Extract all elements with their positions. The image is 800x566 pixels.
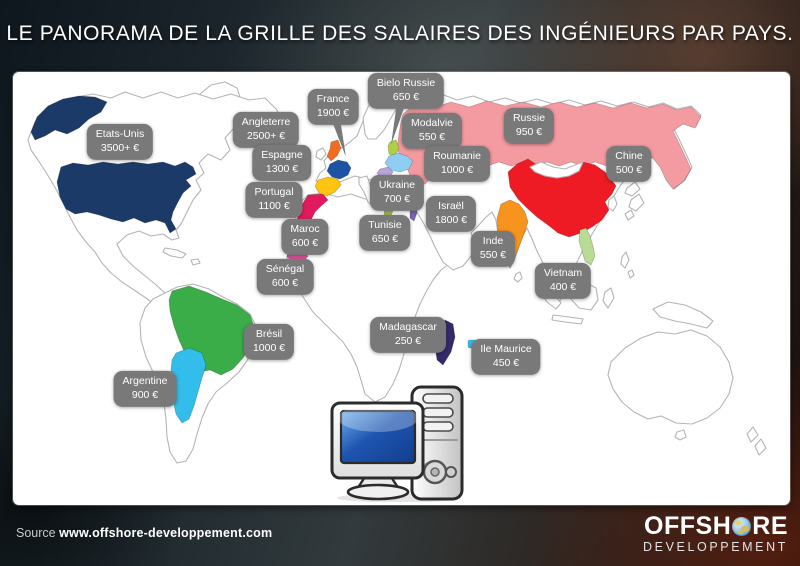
logo-wordmark: OFFSH RE [643, 514, 788, 539]
world-map [27, 81, 767, 464]
landmass-philippines-2 [627, 269, 635, 279]
country-madagascar [434, 319, 456, 366]
landmass-iceland [328, 103, 343, 114]
country-vietnam [578, 227, 596, 266]
tower-dial-small [445, 466, 457, 478]
landmass-tasmania [674, 429, 687, 441]
country-inde [496, 199, 529, 268]
country-france [326, 159, 352, 180]
globe-icon [732, 517, 752, 536]
landmass-philippines-1 [620, 251, 630, 269]
landmass-korea [607, 195, 618, 212]
country-ile-maurice [467, 339, 477, 349]
monitor-base [346, 483, 410, 501]
logo-text-left: OFFSH [644, 512, 732, 540]
screen-gloss [338, 404, 418, 432]
landmass-australia [607, 329, 734, 425]
page-title: LE PANORAMA DE LA GRILLE DES SALAIRES DE… [6, 22, 794, 45]
landmass-sulawesi [602, 287, 615, 309]
landmass-new-zealand-2 [754, 438, 767, 456]
landmass-java [551, 314, 584, 325]
landmass-sri-lanka [513, 271, 523, 283]
landmass-japan-3 [624, 209, 635, 221]
offshore-logo: OFFSH RE DEVELOPPEMENT [643, 514, 788, 555]
landmass-hispaniola [190, 258, 201, 266]
map-panel: Etats-Unis 3500+ € Angleterre 2500+ € France… [13, 72, 790, 505]
country-ukraine [384, 152, 414, 173]
country-espagne-portugal [314, 176, 342, 197]
landmass-new-guinea [652, 301, 714, 329]
landmass-borneo [570, 281, 599, 311]
desktop-computer-icon [330, 385, 464, 502]
landmass-japan-2 [628, 193, 645, 212]
landmass-mongolia [529, 161, 584, 179]
tower-slot-2 [422, 407, 454, 418]
tower-slot-1 [422, 393, 454, 404]
tower-dial-center [430, 467, 440, 477]
landmass-japan-1 [624, 181, 641, 197]
source-line: Source www.offshore-developpement.com [16, 526, 272, 540]
logo-text-right: RE [752, 512, 788, 540]
source-url: www.offshore-developpement.com [59, 526, 273, 540]
country-alaska [30, 95, 108, 141]
source-prefix: Source [16, 526, 56, 540]
monitor-screen [339, 409, 417, 465]
landmass-ireland [315, 147, 327, 161]
tower-slot-3 [422, 421, 454, 432]
landmass-cuba [162, 247, 187, 259]
logo-subtitle: DEVELOPPEMENT [643, 540, 788, 554]
country-etats-unis [56, 161, 197, 234]
landmass-new-zealand-1 [746, 426, 759, 443]
